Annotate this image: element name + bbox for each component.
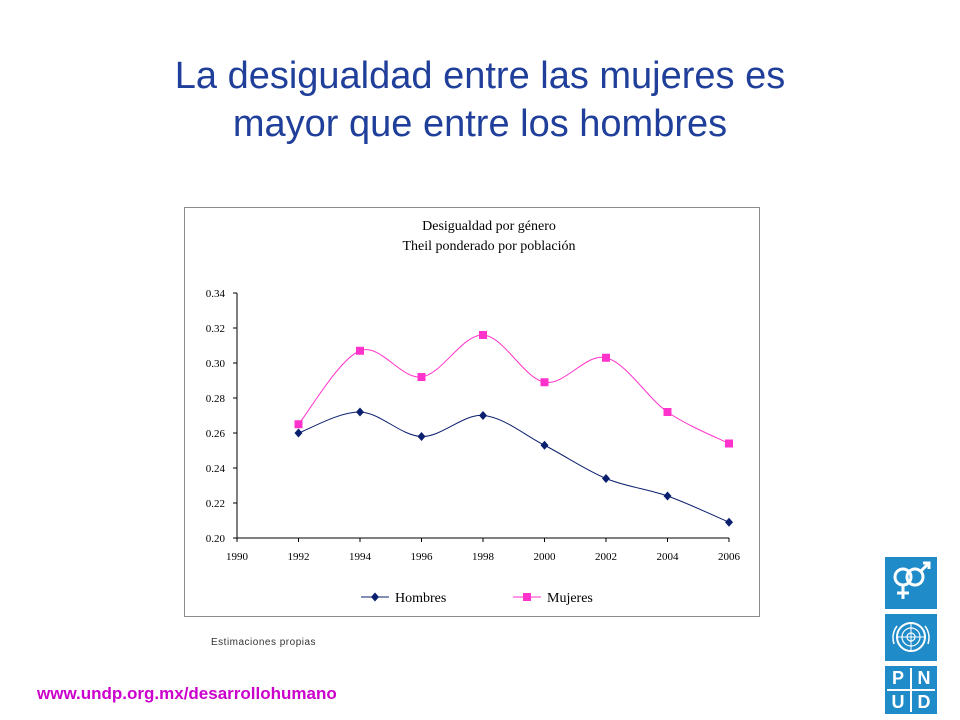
data-point-hombres bbox=[602, 474, 610, 483]
legend-label-mujeres: Mujeres bbox=[547, 591, 593, 606]
data-point-mujeres bbox=[663, 408, 672, 416]
y-tick-label: 0.22 bbox=[206, 498, 225, 510]
data-point-hombres bbox=[663, 491, 672, 501]
chart-subtitle: Theil ponderado por población bbox=[402, 239, 575, 254]
data-point-mujeres bbox=[479, 331, 487, 339]
pnud-letter-n: N bbox=[917, 668, 931, 688]
data-point-hombres bbox=[356, 407, 364, 417]
x-tick-label: 1992 bbox=[288, 551, 310, 563]
y-tick-label: 0.34 bbox=[206, 288, 226, 300]
x-tick-label: 2006 bbox=[718, 551, 741, 563]
pnud-logo: P N U D bbox=[885, 666, 937, 714]
legend-marker-mujeres bbox=[523, 593, 531, 601]
slide-title-line-2: mayor que entre los hombres bbox=[232, 103, 728, 145]
y-tick-label: 0.32 bbox=[206, 323, 225, 335]
y-tick-label: 0.20 bbox=[206, 533, 226, 545]
source-note: Estimaciones propias bbox=[211, 637, 317, 648]
y-tick-label: 0.24 bbox=[206, 463, 226, 475]
data-point-hombres bbox=[417, 432, 426, 441]
y-tick-label: 0.28 bbox=[206, 393, 226, 405]
pnud-letter-u: U bbox=[891, 692, 905, 712]
y-tick-label: 0.30 bbox=[206, 358, 226, 370]
chart-title: Desigualdad por género bbox=[422, 219, 556, 234]
data-point-mujeres bbox=[294, 420, 303, 429]
data-point-mujeres bbox=[417, 373, 426, 381]
footer-url-link[interactable]: www.undp.org.mx/desarrollohumano bbox=[37, 684, 337, 703]
data-point-hombres bbox=[294, 428, 303, 438]
line-chart: Desigualdad por género Theil ponderado po… bbox=[206, 219, 741, 606]
x-tick-label: 1996 bbox=[411, 551, 434, 563]
chart-frame: Desigualdad por género Theil ponderado po… bbox=[184, 207, 760, 617]
data-point-mujeres bbox=[356, 346, 364, 355]
slide-title: La desigualdad entre las mujeres es mayo… bbox=[60, 52, 900, 148]
gender-symbol-icon bbox=[885, 557, 937, 609]
data-point-mujeres bbox=[725, 439, 733, 448]
slide-title-line-1: La desigualdad entre las mujeres es bbox=[174, 55, 786, 97]
un-emblem-icon bbox=[885, 614, 937, 661]
series-line-hombres bbox=[298, 411, 730, 523]
legend-label-hombres: Hombres bbox=[395, 591, 446, 606]
data-point-hombres bbox=[725, 517, 733, 527]
legend-marker-hombres bbox=[371, 592, 379, 602]
data-point-mujeres bbox=[540, 378, 549, 387]
data-point-hombres bbox=[540, 440, 549, 450]
undp-logo-column: P N U D bbox=[885, 557, 937, 714]
data-point-mujeres bbox=[602, 353, 610, 362]
x-tick-label: 1998 bbox=[472, 551, 495, 563]
x-tick-label: 2004 bbox=[657, 551, 680, 563]
y-tick-label: 0.26 bbox=[206, 428, 226, 440]
x-tick-label: 2002 bbox=[595, 551, 617, 563]
x-tick-label: 2000 bbox=[534, 551, 557, 563]
pnud-letter-p: P bbox=[891, 668, 904, 688]
x-tick-label: 1994 bbox=[349, 551, 372, 563]
pnud-letter-d: D bbox=[917, 692, 931, 712]
data-point-hombres bbox=[479, 411, 487, 420]
x-tick-label: 1990 bbox=[226, 551, 249, 563]
series-line-mujeres bbox=[298, 334, 730, 444]
